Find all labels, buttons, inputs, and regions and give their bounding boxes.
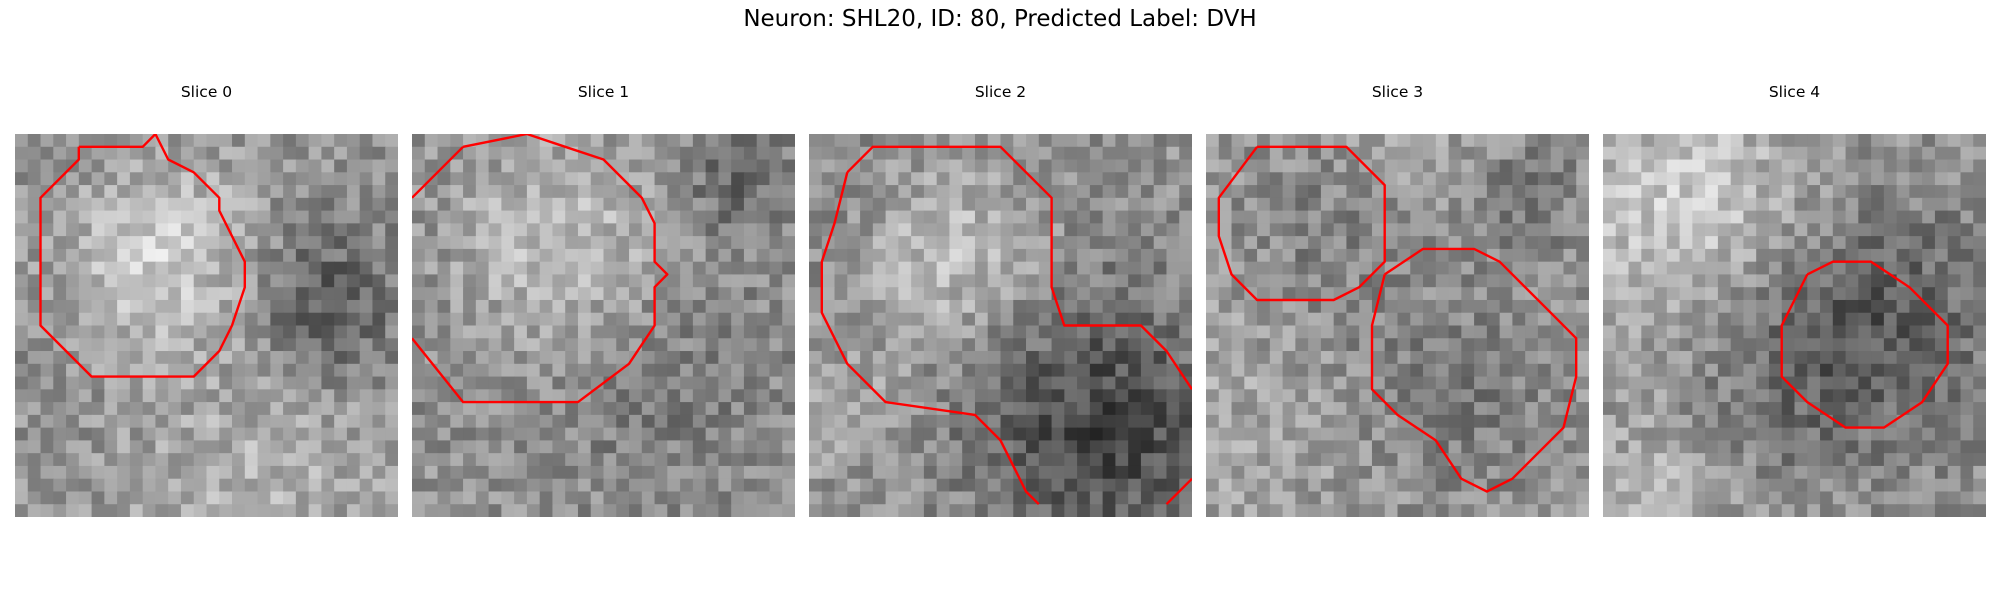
slice-title: Slice 2 <box>974 83 1027 101</box>
roi-contour-line <box>846 145 1192 390</box>
slice-title: Slice 3 <box>1371 83 1424 101</box>
roi-contour-line <box>412 134 669 404</box>
roi-contour-line <box>1370 247 1578 493</box>
slice-image <box>1206 134 1589 517</box>
figure-title: Neuron: SHL20, ID: 80, Predicted Label: … <box>743 6 1257 32</box>
slice-title: Slice 4 <box>1768 83 1821 101</box>
roi-contour-line <box>412 145 464 199</box>
roi-contour-line <box>820 172 1040 506</box>
roi-contour-line <box>1780 260 1949 429</box>
slice-image <box>15 134 398 517</box>
slice-title: Slice 1 <box>577 83 630 101</box>
slice-image <box>412 134 795 517</box>
roi-contour-line <box>1217 145 1386 302</box>
roi-contour-line <box>1165 477 1192 506</box>
slice-image <box>1603 134 1986 517</box>
slice-image <box>809 134 1192 517</box>
roi-contour-line <box>39 134 247 378</box>
slice-title: Slice 0 <box>180 83 233 101</box>
